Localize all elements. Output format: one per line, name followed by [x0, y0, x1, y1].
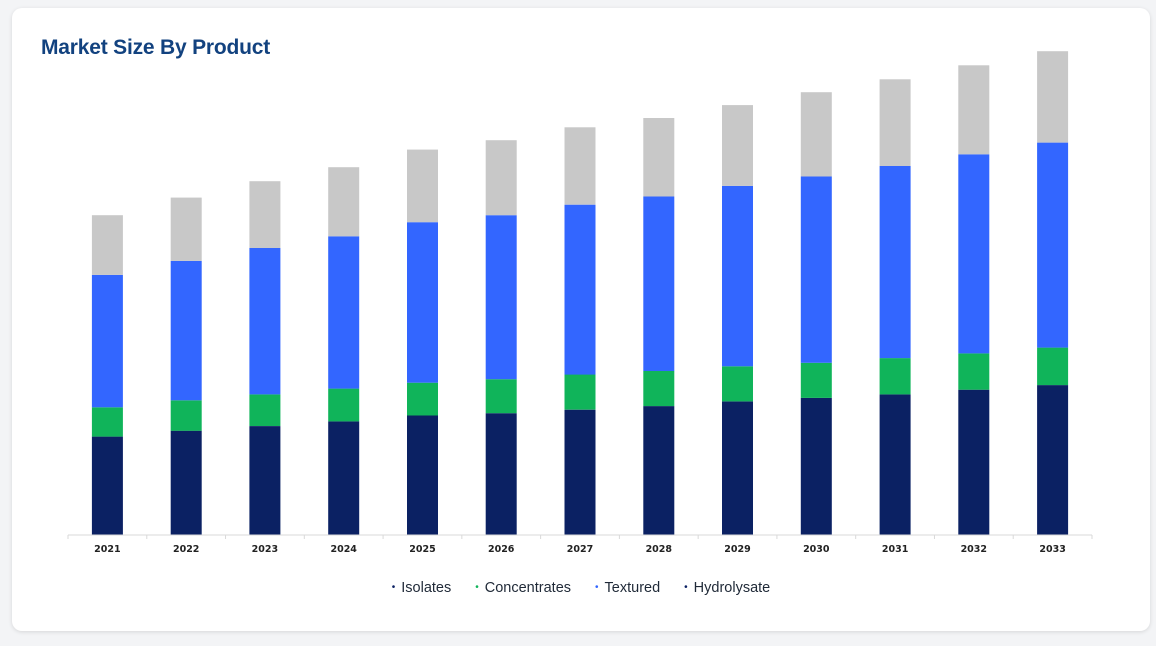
bar-hydrolysate-2029	[722, 105, 753, 186]
legend-dot-icon: •	[595, 582, 599, 593]
x-tick-label-2021: 2021	[94, 544, 120, 555]
x-tick-label-2031: 2031	[882, 544, 908, 555]
bar-textured-2027	[564, 204, 596, 375]
bar-isolates-2031	[879, 394, 911, 535]
legend-label: Isolates	[401, 580, 452, 596]
bar-concentrates-2030	[800, 362, 832, 398]
bar-isolates-2021	[91, 436, 123, 535]
bar-textured-2029	[722, 185, 753, 367]
bar-isolates-2022	[170, 430, 202, 535]
bar-concentrates-2023	[249, 394, 281, 426]
x-tick-label-2028: 2028	[646, 544, 673, 555]
bar-concentrates-2028	[643, 371, 675, 407]
x-axis-ticks: 2021 2022 2023 2024 2025 2026 2027 2028 2029 2030…	[67, 535, 1093, 555]
legend-dot-icon: •	[391, 582, 396, 593]
bar-hydrolysate-2021	[91, 215, 123, 275]
x-tick-label-2023: 2023	[252, 544, 278, 555]
bar-textured-2030	[800, 176, 832, 363]
legend-dot-icon: •	[684, 582, 688, 593]
x-tick-label-2026: 2026	[488, 544, 515, 555]
bar-isolates-2030	[800, 397, 832, 535]
x-tick-label-2029: 2029	[724, 544, 750, 555]
bar-concentrates-2022	[170, 400, 202, 431]
bar-hydrolysate-2028	[643, 118, 675, 197]
bar-isolates-2025	[407, 415, 438, 535]
bar-textured-2024	[328, 236, 360, 389]
bar-hydrolysate-2023	[249, 181, 281, 248]
bar-concentrates-2029	[722, 366, 753, 402]
legend: • Isolates • Concentrates • Textured • H…	[12, 580, 1150, 596]
bar-hydrolysate-2027	[564, 127, 596, 205]
bar-isolates-2032	[958, 389, 990, 535]
stacked-bar-chart: 2021 2022 2023 2024 2025 2026 2027 2028 2029 2030…	[67, 51, 1093, 555]
bar-isolates-2026	[485, 413, 517, 535]
chart-title: Market Size By Product	[41, 36, 270, 59]
bar-concentrates-2025	[407, 382, 438, 416]
bar-textured-2032	[958, 154, 990, 354]
x-tick-label-2024: 2024	[330, 544, 357, 555]
bar-concentrates-2021	[91, 407, 123, 437]
x-tick-label-2027: 2027	[567, 544, 593, 555]
bar-isolates-2028	[643, 406, 675, 535]
chart-card: Market Size By Product 2021 2022 2023 2024 2…	[12, 8, 1150, 631]
bar-concentrates-2024	[328, 388, 360, 422]
bar-textured-2023	[249, 248, 281, 395]
bar-hydrolysate-2026	[485, 140, 517, 216]
x-tick-label-2022: 2022	[173, 544, 199, 555]
bar-hydrolysate-2025	[407, 149, 438, 223]
bar-isolates-2029	[722, 401, 753, 535]
legend-item-concentrates[interactable]: • Concentrates	[475, 580, 571, 596]
legend-item-textured[interactable]: • Textured	[595, 580, 660, 596]
bar-hydrolysate-2032	[958, 65, 990, 155]
bar-concentrates-2031	[879, 358, 911, 395]
bar-textured-2026	[485, 215, 517, 380]
legend-dot-icon: •	[475, 582, 479, 593]
bar-isolates-2027	[564, 409, 596, 535]
bar-concentrates-2033	[1037, 347, 1069, 386]
x-tick-label-2032: 2032	[961, 544, 987, 555]
bar-textured-2031	[879, 166, 911, 359]
legend-label: Concentrates	[484, 580, 572, 596]
x-tick-label-2033: 2033	[1039, 544, 1065, 555]
bar-concentrates-2027	[564, 374, 596, 410]
legend-item-hydrolysate[interactable]: • Hydrolysate	[684, 580, 770, 596]
x-tick-label-2030: 2030	[803, 544, 830, 555]
bar-hydrolysate-2031	[879, 79, 911, 166]
bars-group	[91, 51, 1069, 535]
bar-textured-2028	[643, 196, 675, 371]
bar-textured-2025	[407, 222, 438, 383]
bar-isolates-2033	[1037, 385, 1069, 535]
bar-textured-2021	[91, 274, 123, 408]
bar-isolates-2023	[249, 426, 281, 535]
x-tick-label-2025: 2025	[409, 544, 435, 555]
bar-hydrolysate-2033	[1037, 51, 1069, 143]
legend-label: Hydrolysate	[693, 580, 771, 596]
bar-isolates-2024	[328, 421, 360, 535]
bar-hydrolysate-2024	[328, 167, 360, 237]
bar-concentrates-2026	[485, 379, 517, 414]
legend-label: Textured	[604, 580, 661, 596]
legend-item-isolates[interactable]: • Isolates	[392, 580, 452, 596]
bar-concentrates-2032	[958, 353, 990, 390]
bar-textured-2022	[170, 260, 202, 401]
bar-hydrolysate-2030	[800, 92, 832, 177]
bar-hydrolysate-2022	[170, 197, 202, 261]
bar-textured-2033	[1037, 142, 1069, 348]
